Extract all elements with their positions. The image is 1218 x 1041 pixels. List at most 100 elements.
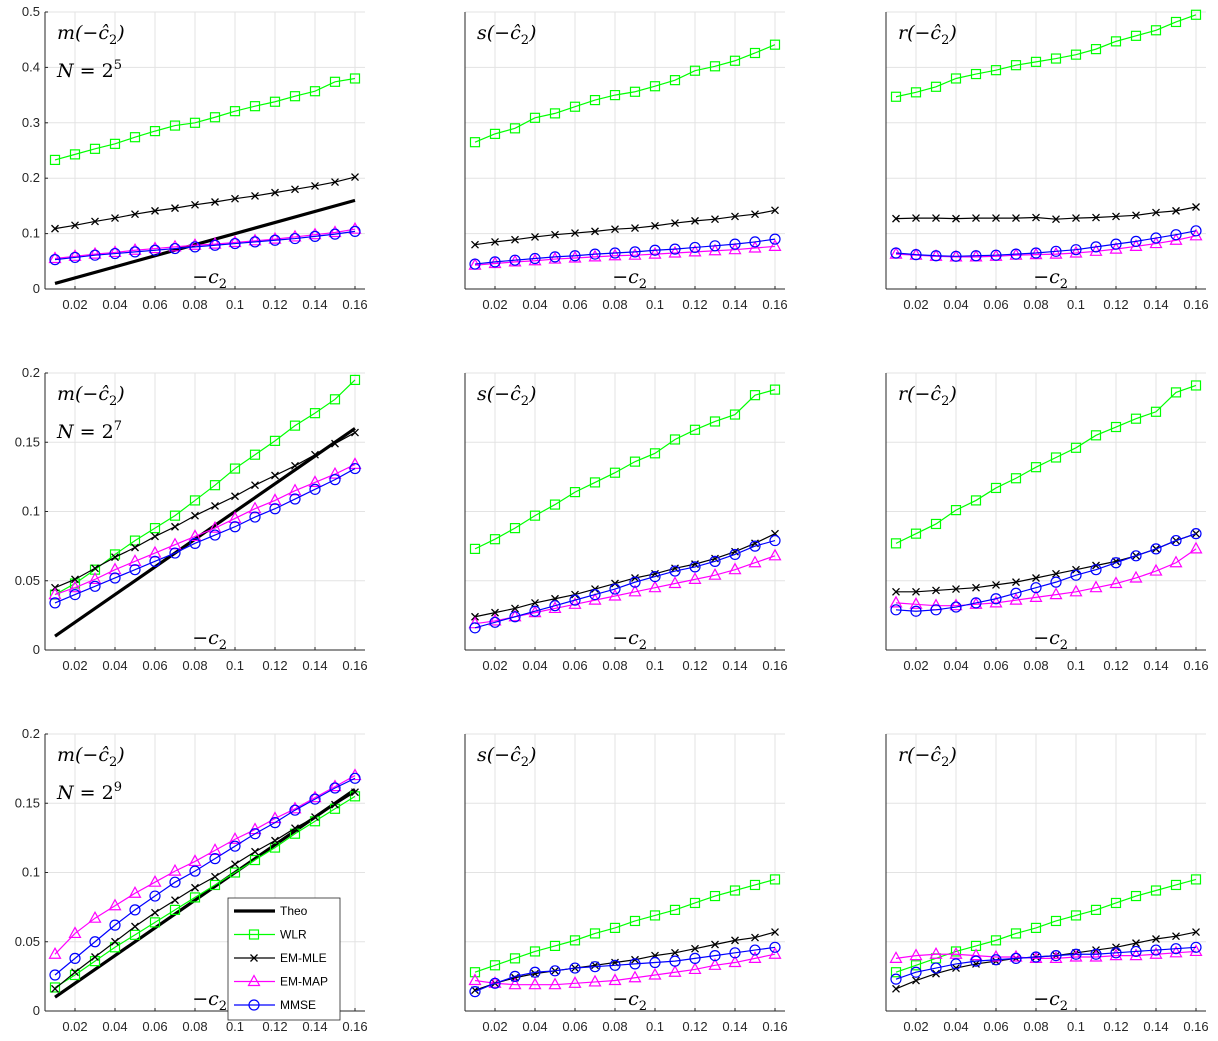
data-point-wlr [1070, 49, 1082, 60]
data-point-em-mle [771, 206, 779, 215]
x-tick-label: 0.06 [562, 297, 587, 312]
data-point-wlr [149, 917, 161, 928]
data-point-mmse [890, 973, 902, 985]
data-point-mmse [1150, 543, 1162, 555]
series-mmse-line [474, 946, 776, 993]
data-point-mmse [950, 250, 962, 262]
data-point-wlr [549, 499, 561, 510]
data-point-em-map [208, 236, 222, 249]
panel-0-0: 0.02 0.04 0.06 0.08 0.1 0.12 0.14 0.16 0 0.1 0.2 0.… [22, 4, 368, 312]
data-point-mmse [1170, 943, 1182, 955]
data-point-mmse [509, 611, 521, 623]
data-point-em-map [668, 576, 682, 589]
data-point-mmse [569, 962, 581, 974]
x-tick-label: 0.1 [1067, 658, 1085, 673]
x-tick-label: 0.08 [1023, 297, 1048, 312]
data-point-em-mle [171, 896, 179, 905]
data-point-mmse [569, 250, 581, 262]
series-wlr-line [54, 379, 356, 596]
data-point-mmse [289, 493, 301, 505]
data-point-mmse [609, 959, 621, 971]
data-point-em-map [909, 597, 923, 609]
panel-title-part: ĉ [510, 744, 521, 766]
data-point-em-mle [191, 200, 199, 209]
data-point-em-map [108, 562, 122, 575]
data-point-wlr [749, 879, 761, 891]
data-point-em-map [228, 832, 242, 844]
data-point-wlr [69, 969, 81, 981]
data-point-mmse [910, 605, 922, 617]
data-point-wlr [1150, 885, 1162, 896]
data-point-wlr [629, 456, 641, 467]
panel-title-part: 2 [521, 33, 529, 48]
data-point-em-map [528, 253, 542, 266]
data-point-em-mle [531, 598, 539, 607]
data-point-mmse [49, 969, 61, 981]
x-tick-label: 0.04 [102, 658, 127, 673]
data-point-wlr [709, 61, 721, 72]
panel-title-part: 2 [109, 755, 117, 770]
data-point-mmse [329, 474, 341, 486]
x-tick-label: 0.02 [62, 1019, 87, 1034]
panel-1-0: 0.02 0.04 0.06 0.08 0.1 0.12 0.14 0.16 0 0.05 0.1 0… [15, 365, 368, 673]
series-mmse-line [54, 230, 356, 261]
data-point-wlr [669, 434, 681, 445]
data-point-wlr [169, 120, 181, 131]
data-point-wlr [1010, 928, 1022, 939]
data-point-em-mle [51, 984, 59, 993]
data-point-mmse [569, 594, 581, 606]
data-point-wlr [549, 940, 561, 952]
data-point-em-mle [131, 922, 139, 931]
panel-annotation-part: N [56, 782, 75, 804]
data-point-em-map [1029, 590, 1043, 602]
data-point-em-mle [231, 194, 239, 203]
x-tick-label: 0.16 [762, 1019, 787, 1034]
data-point-em-mle [531, 969, 539, 978]
panel-title-part: ĉ [930, 744, 941, 766]
data-point-wlr [529, 946, 541, 957]
data-point-mmse [649, 570, 661, 583]
x-tick-label: 0.08 [1023, 658, 1048, 673]
x-tick-label: 0.1 [1067, 1019, 1085, 1034]
x-axis-label-part: 2 [1060, 277, 1068, 292]
data-point-mmse [729, 238, 741, 250]
data-point-em-mle [631, 224, 639, 233]
data-point-mmse [169, 242, 181, 255]
data-point-em-mle [111, 214, 119, 223]
x-tick-label: 0.08 [182, 658, 207, 673]
x-tick-label: 0.16 [762, 658, 787, 673]
panel-title-part: ĉ [510, 383, 521, 405]
data-point-wlr [1170, 16, 1182, 28]
data-point-em-mle [551, 230, 559, 239]
data-point-wlr [1110, 897, 1122, 909]
series-mmse-line [895, 533, 1197, 612]
data-point-wlr [69, 149, 81, 160]
data-point-em-mle [531, 232, 539, 241]
x-tick-label: 0.16 [342, 297, 367, 312]
data-point-em-map [1049, 951, 1063, 963]
data-point-mmse [69, 588, 81, 601]
data-point-wlr [109, 942, 121, 953]
data-point-em-mle [231, 492, 239, 501]
data-point-mmse [649, 956, 661, 969]
data-point-em-map [48, 587, 62, 600]
data-point-wlr [189, 495, 201, 506]
data-point-em-map [648, 246, 662, 259]
data-point-em-map [648, 967, 662, 980]
data-point-em-map [648, 580, 662, 593]
x-axis-label-part: −c [1033, 266, 1060, 288]
data-point-em-mle [1172, 932, 1180, 941]
data-point-mmse [509, 254, 521, 266]
data-point-wlr [289, 91, 301, 102]
data-point-wlr [309, 86, 321, 97]
data-point-em-mle [1112, 212, 1120, 221]
data-point-wlr [249, 854, 261, 866]
data-point-mmse [249, 511, 261, 523]
data-point-em-map [148, 241, 162, 254]
data-point-mmse [149, 244, 161, 256]
data-point-em-map [248, 501, 262, 514]
series-mmse-line [474, 540, 776, 629]
x-axis-label: −c2 [612, 266, 647, 292]
legend-marker-wlr [248, 929, 260, 940]
data-point-em-map [1129, 948, 1143, 961]
